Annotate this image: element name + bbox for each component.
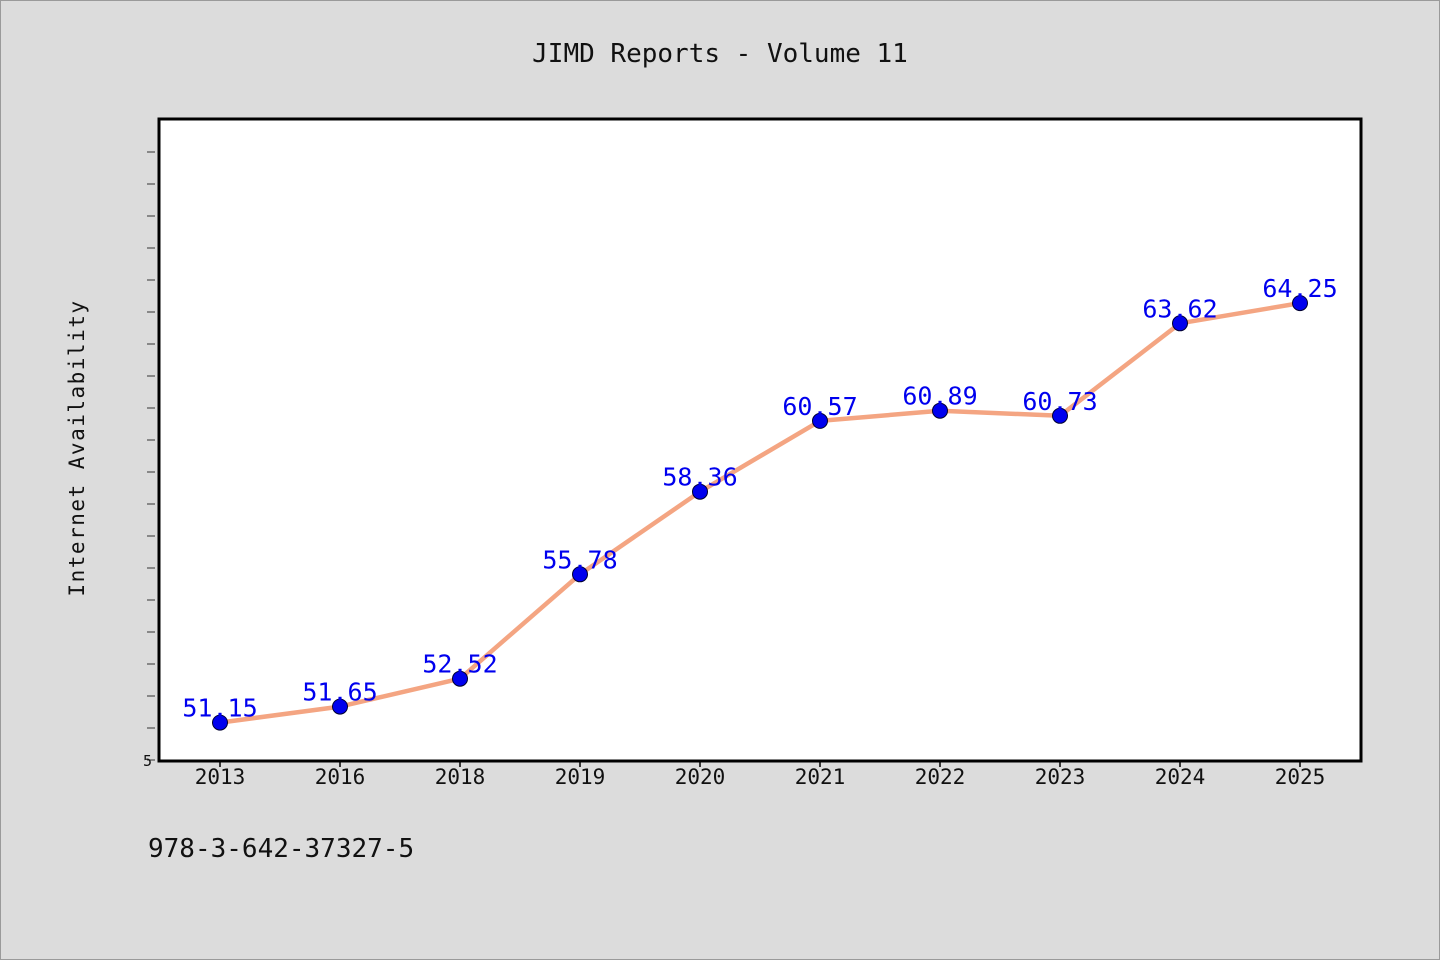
plot-area <box>157 117 1363 763</box>
data-label: 55.78 <box>542 545 617 574</box>
data-point <box>1292 295 1308 312</box>
data-point <box>1052 407 1068 424</box>
series-line <box>217 300 1303 725</box>
series-lines <box>217 300 1303 725</box>
y-axis-label: Internet Availability <box>65 299 89 596</box>
x-axis-ticks: 2013 2016 2018 2019 2020 2021 2022 2023 2024 2025 <box>195 761 1326 789</box>
x-tick-label: 2025 <box>1275 765 1326 789</box>
data-markers <box>212 295 1308 731</box>
data-label: 60.89 <box>902 382 977 411</box>
x-tick-label: 2013 <box>195 765 246 789</box>
y-axis-ticks: 5 <box>143 151 155 770</box>
data-point <box>812 412 828 429</box>
x-tick-label: 2019 <box>555 765 606 789</box>
chart-title: JIMD Reports - Volume 11 <box>532 39 908 69</box>
data-label: 52.52 <box>422 650 497 679</box>
data-label: 60.57 <box>782 392 857 421</box>
x-tick-label: 2016 <box>315 765 366 789</box>
x-tick-label: 2018 <box>435 765 486 789</box>
data-label: 63.62 <box>1142 294 1217 323</box>
data-point <box>452 670 468 687</box>
data-label: 60.73 <box>1022 387 1097 416</box>
data-point <box>692 483 708 500</box>
data-point <box>572 566 588 583</box>
x-tick-label: 2021 <box>795 765 846 789</box>
y-tick-label: 5 <box>143 752 152 770</box>
data-point <box>332 698 348 715</box>
x-tick-label: 2022 <box>915 765 966 789</box>
data-label: 51.15 <box>182 694 257 723</box>
data-point <box>212 714 228 731</box>
data-point <box>932 402 948 419</box>
x-tick-label: 2023 <box>1035 765 1086 789</box>
data-label: 64.25 <box>1262 274 1337 303</box>
x-tick-label: 2024 <box>1155 765 1206 789</box>
data-label: 58.36 <box>662 463 737 492</box>
data-point <box>1172 315 1188 332</box>
x-tick-label: 2020 <box>675 765 726 789</box>
data-labels: 51.15 51.65 52.52 55.78 58.36 60.57 60.89 60.73… <box>182 274 1337 722</box>
data-label: 51.65 <box>302 678 377 707</box>
isbn-code: 978-3-642-37327-5 <box>148 834 415 864</box>
